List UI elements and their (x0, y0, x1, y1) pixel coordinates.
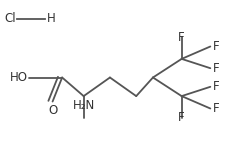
Text: F: F (178, 31, 185, 44)
Text: F: F (213, 80, 219, 93)
Text: F: F (213, 102, 219, 115)
Text: O: O (48, 104, 57, 117)
Text: F: F (213, 62, 219, 75)
Text: Cl: Cl (4, 12, 16, 25)
Text: H: H (47, 12, 55, 25)
Text: F: F (213, 40, 219, 53)
Text: HO: HO (10, 71, 27, 84)
Text: H₂N: H₂N (72, 99, 95, 112)
Text: F: F (178, 111, 185, 124)
